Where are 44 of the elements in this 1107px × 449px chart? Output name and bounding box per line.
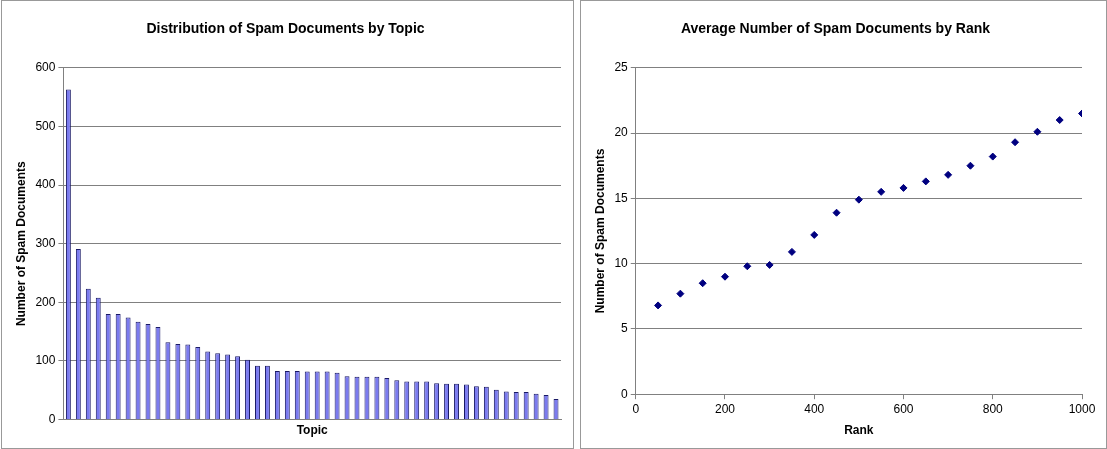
chart-title: Distribution of Spam Documents by Topic bbox=[146, 20, 425, 37]
point bbox=[854, 195, 863, 204]
point bbox=[787, 247, 796, 256]
y-tick-label: 10 bbox=[614, 255, 629, 270]
y-tick-label: 15 bbox=[614, 190, 629, 205]
y-tick-label: 500 bbox=[35, 118, 56, 133]
point bbox=[944, 170, 953, 179]
point bbox=[698, 279, 707, 288]
y-tick-label: 0 bbox=[48, 411, 56, 426]
chart-title: Average Number of Spam Documents by Rank bbox=[680, 20, 991, 37]
point bbox=[810, 230, 819, 239]
x-tick-label: 200 bbox=[714, 401, 736, 416]
y-tick-label: 5 bbox=[621, 321, 629, 336]
y-axis-title: Number of Spam Documents bbox=[13, 161, 28, 327]
y-tick-label: 200 bbox=[35, 294, 56, 309]
point bbox=[654, 301, 663, 310]
y-tick-label: 20 bbox=[614, 125, 629, 140]
point bbox=[765, 260, 774, 269]
x-axis-title: Rank bbox=[844, 423, 874, 438]
y-tick-label: 100 bbox=[35, 353, 56, 368]
point bbox=[966, 161, 975, 170]
point bbox=[921, 177, 930, 186]
point bbox=[1055, 116, 1064, 125]
point bbox=[1011, 138, 1020, 147]
point bbox=[899, 183, 908, 192]
point bbox=[877, 187, 886, 196]
x-tick-label: 1000 bbox=[1068, 401, 1096, 416]
point bbox=[1033, 127, 1042, 136]
x-axis-title: Topic bbox=[296, 423, 329, 438]
y-tick-label: 0 bbox=[621, 386, 629, 401]
point bbox=[721, 272, 729, 281]
point bbox=[743, 262, 752, 271]
x-tick-label: 600 bbox=[893, 401, 914, 416]
y-tick-label: 600 bbox=[35, 60, 56, 75]
x-tick-label: 800 bbox=[982, 401, 1004, 416]
point bbox=[832, 208, 841, 217]
y-tick-label: 25 bbox=[614, 60, 629, 75]
y-tick-label: 300 bbox=[35, 236, 56, 251]
y-axis-title: Number of Spam Documents bbox=[592, 148, 607, 314]
x-tick-label: 0 bbox=[632, 401, 640, 416]
y-tick-label: 400 bbox=[35, 177, 56, 192]
point bbox=[676, 289, 685, 298]
point bbox=[988, 152, 997, 161]
x-tick-label: 400 bbox=[804, 401, 825, 416]
